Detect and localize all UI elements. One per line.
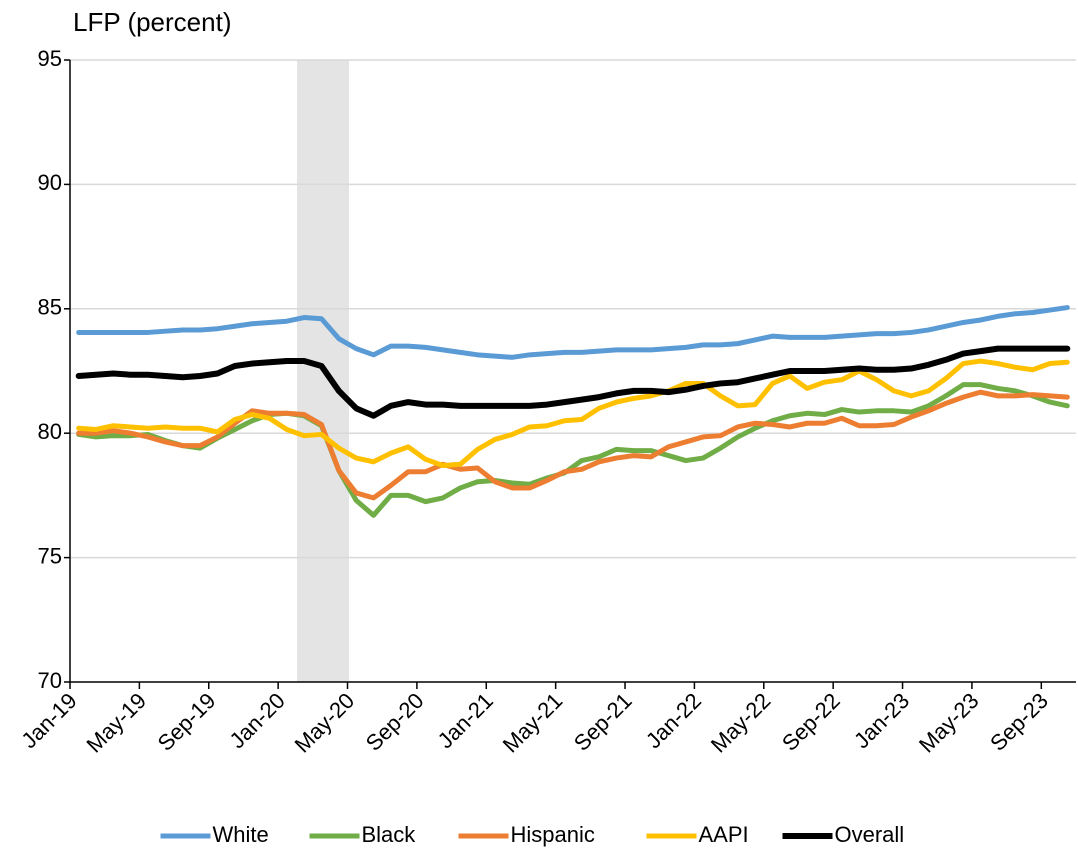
legend-label: Black — [362, 822, 417, 847]
y-tick-label: 80 — [38, 419, 62, 444]
x-tick-label: Sep-21 — [569, 688, 637, 756]
legend-label: Hispanic — [511, 822, 595, 847]
x-tick-label: Sep-19 — [153, 688, 221, 756]
legend-label: AAPI — [699, 822, 749, 847]
x-tick-label: Jan-23 — [849, 688, 914, 753]
series-line — [76, 305, 1070, 360]
y-tick-label: 85 — [38, 295, 62, 320]
x-tick-label: Sep-22 — [777, 688, 845, 756]
legend-label: Overall — [835, 822, 905, 847]
x-tick-label: May-19 — [81, 688, 151, 758]
y-tick-label: 90 — [38, 170, 62, 195]
y-tick-label: 95 — [38, 46, 62, 71]
y-axis-title: LFP (percent) — [73, 7, 231, 37]
x-tick-label: Jan-19 — [16, 688, 81, 753]
x-tick-label: Jan-21 — [433, 688, 498, 753]
x-tick-label: May-23 — [914, 688, 984, 758]
x-tick-label: Sep-20 — [361, 688, 429, 756]
series-line — [76, 382, 1070, 518]
legend-label: White — [213, 822, 269, 847]
series-line — [75, 345, 1071, 419]
y-tick-label: 70 — [38, 668, 62, 693]
x-tick-label: Jan-22 — [641, 688, 706, 753]
series-line — [76, 358, 1070, 469]
x-tick-label: May-22 — [706, 688, 776, 758]
x-tick-label: Jan-20 — [225, 688, 290, 753]
x-tick-label: Sep-23 — [985, 688, 1053, 756]
y-tick-label: 75 — [38, 543, 62, 568]
x-tick-label: May-21 — [498, 688, 568, 758]
x-tick-label: May-20 — [290, 688, 360, 758]
